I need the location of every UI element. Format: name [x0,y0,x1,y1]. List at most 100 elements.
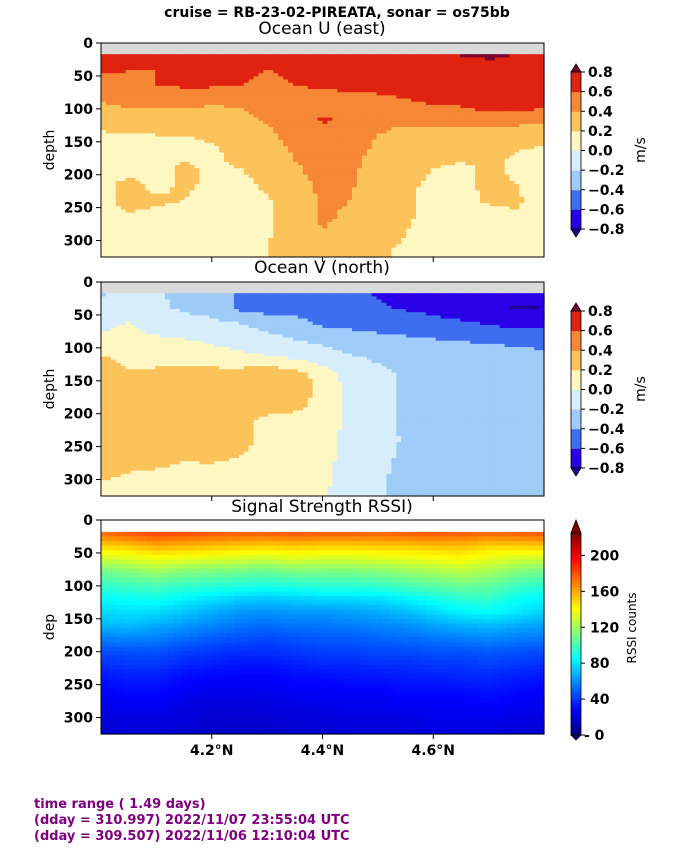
heatmap-cell [514,95,520,100]
heatmap-cell [361,89,368,93]
heatmap-cell [327,63,333,68]
heatmap-cell [253,79,260,84]
heatmap-cell [155,114,161,119]
heatmap-cell [337,127,343,131]
heatmap-cell [209,158,215,163]
heatmap-cell [435,60,442,65]
heatmap-cell [401,117,407,122]
heatmap-cell [450,92,456,96]
heatmap-cell [524,60,530,65]
heatmap-cell [416,174,422,179]
heatmap-cell [430,89,437,93]
heatmap-cell [352,73,358,77]
heatmap-cell [209,114,215,119]
heatmap-cell [494,123,501,128]
heatmap-cell [539,149,545,154]
heatmap-cell [450,136,456,141]
heatmap-cell [494,155,501,160]
heatmap-cell [150,57,156,62]
heatmap-cell [292,165,299,169]
heatmap-cell [342,101,348,106]
heatmap-cell [169,168,176,173]
heatmap-cell [391,76,397,81]
heatmap-cell [120,130,127,135]
heatmap-cell [184,89,191,93]
heatmap-cell [337,165,343,169]
heatmap-cell [140,114,146,119]
heatmap-cell [524,111,530,115]
heatmap-cell [504,57,511,62]
heatmap-cell [268,82,274,87]
heatmap-cell [406,174,412,179]
heatmap-cell [529,127,535,131]
heatmap-cell [376,63,383,68]
heatmap-cell [273,165,279,169]
heatmap-cell [460,168,466,173]
heatmap-cell [169,158,176,163]
heatmap-cell [366,165,373,169]
heatmap-cell [130,79,137,84]
heatmap-cell [529,177,535,182]
heatmap-cell [529,146,535,150]
heatmap-cell [125,184,132,188]
heatmap-cell [420,98,427,103]
heatmap-cell [288,98,294,103]
heatmap-cell [347,123,353,128]
heatmap-cell [317,117,324,122]
heatmap-cell [194,177,201,182]
heatmap-cell [366,155,373,160]
heatmap-cell [499,101,506,106]
heatmap-cell [391,171,397,176]
heatmap-cell [105,76,112,81]
heatmap-cell [214,85,220,90]
heatmap-cell [110,123,117,128]
heatmap-cell [475,63,481,68]
heatmap-cell [145,146,151,150]
heatmap-cell [519,66,525,71]
heatmap-cell [489,60,496,65]
heatmap-cell [194,136,201,141]
heatmap-cell [376,165,383,169]
heatmap-cell [288,95,294,100]
heatmap-cell [445,123,452,128]
heatmap-cell [209,98,215,103]
heatmap-cell [184,146,191,150]
heatmap-cell [322,54,329,58]
heatmap-cell [243,79,250,84]
heatmap-cell [352,60,358,65]
heatmap-cell [312,133,319,138]
heatmap-cell [302,70,309,74]
heatmap-cell [155,92,161,96]
heatmap-cell [115,174,122,179]
heatmap-cell [224,117,230,122]
heatmap-cell [450,111,456,115]
heatmap-cell [105,177,112,182]
heatmap-cell [499,152,506,157]
heatmap-cell [376,101,383,106]
heatmap-cell [445,155,452,160]
heatmap-cell [524,70,530,74]
heatmap-cell [209,82,215,87]
heatmap-cell [115,79,122,84]
heatmap-cell [489,165,496,169]
heatmap-cell [420,85,427,90]
heatmap-cell [504,89,511,93]
heatmap-cell [519,177,525,182]
heatmap-cell [381,117,388,122]
heatmap-cell [243,139,250,144]
heatmap-cell [140,142,146,147]
heatmap-cell [179,165,186,169]
heatmap-cell [150,73,156,77]
heatmap-cell [253,142,260,147]
heatmap-cell [209,139,215,144]
heatmap-cell [199,104,205,109]
heatmap-cell [524,133,530,138]
heatmap-cell [273,63,279,68]
heatmap-cell [366,177,373,182]
heatmap-cell [539,120,545,125]
heatmap-cell [356,165,363,169]
heatmap-cell [307,57,314,62]
heatmap-cell [297,161,304,166]
heatmap-cell [519,82,525,87]
heatmap-cell [371,174,378,179]
